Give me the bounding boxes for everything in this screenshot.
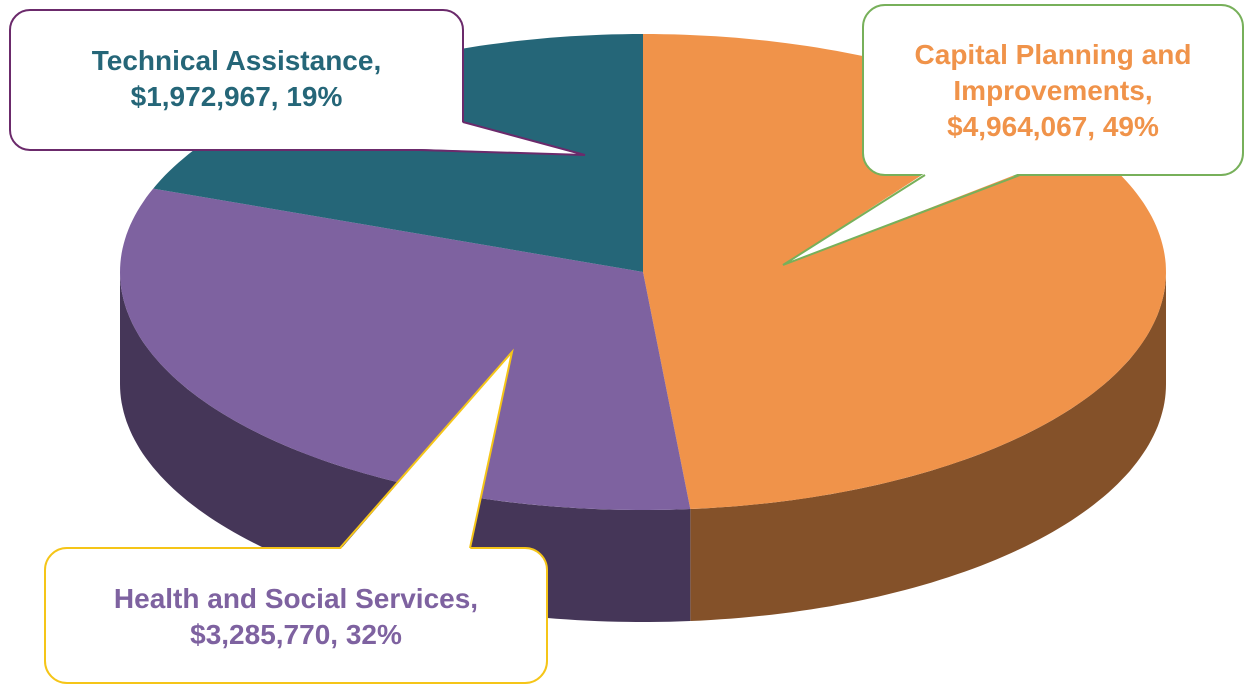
callout-tail-edge xyxy=(339,348,514,549)
slice-side xyxy=(120,272,691,622)
value-label: $1,972,967, 19% xyxy=(130,81,343,112)
category-label: Capital Planning and Improvements xyxy=(868,37,1238,109)
category-label: Health and Social Services xyxy=(114,581,478,617)
slice xyxy=(153,34,643,272)
category-label: Technical Assistance xyxy=(92,43,381,79)
data-label: Capital Planning and Improvements$4,964,… xyxy=(868,18,1238,163)
value-label: $4,964,067, 49% xyxy=(947,110,1159,142)
callout-tail xyxy=(420,122,585,155)
value-label: $3,285,770, 32% xyxy=(190,619,402,650)
data-label: Technical Assistance$1,972,967, 19% xyxy=(15,14,458,144)
callout-tail-edge xyxy=(419,121,586,156)
slice-side xyxy=(690,272,1166,621)
data-label: Health and Social Services$3,285,770, 32… xyxy=(50,556,542,678)
slice xyxy=(120,188,691,510)
callout-tail-edge xyxy=(782,174,1021,266)
